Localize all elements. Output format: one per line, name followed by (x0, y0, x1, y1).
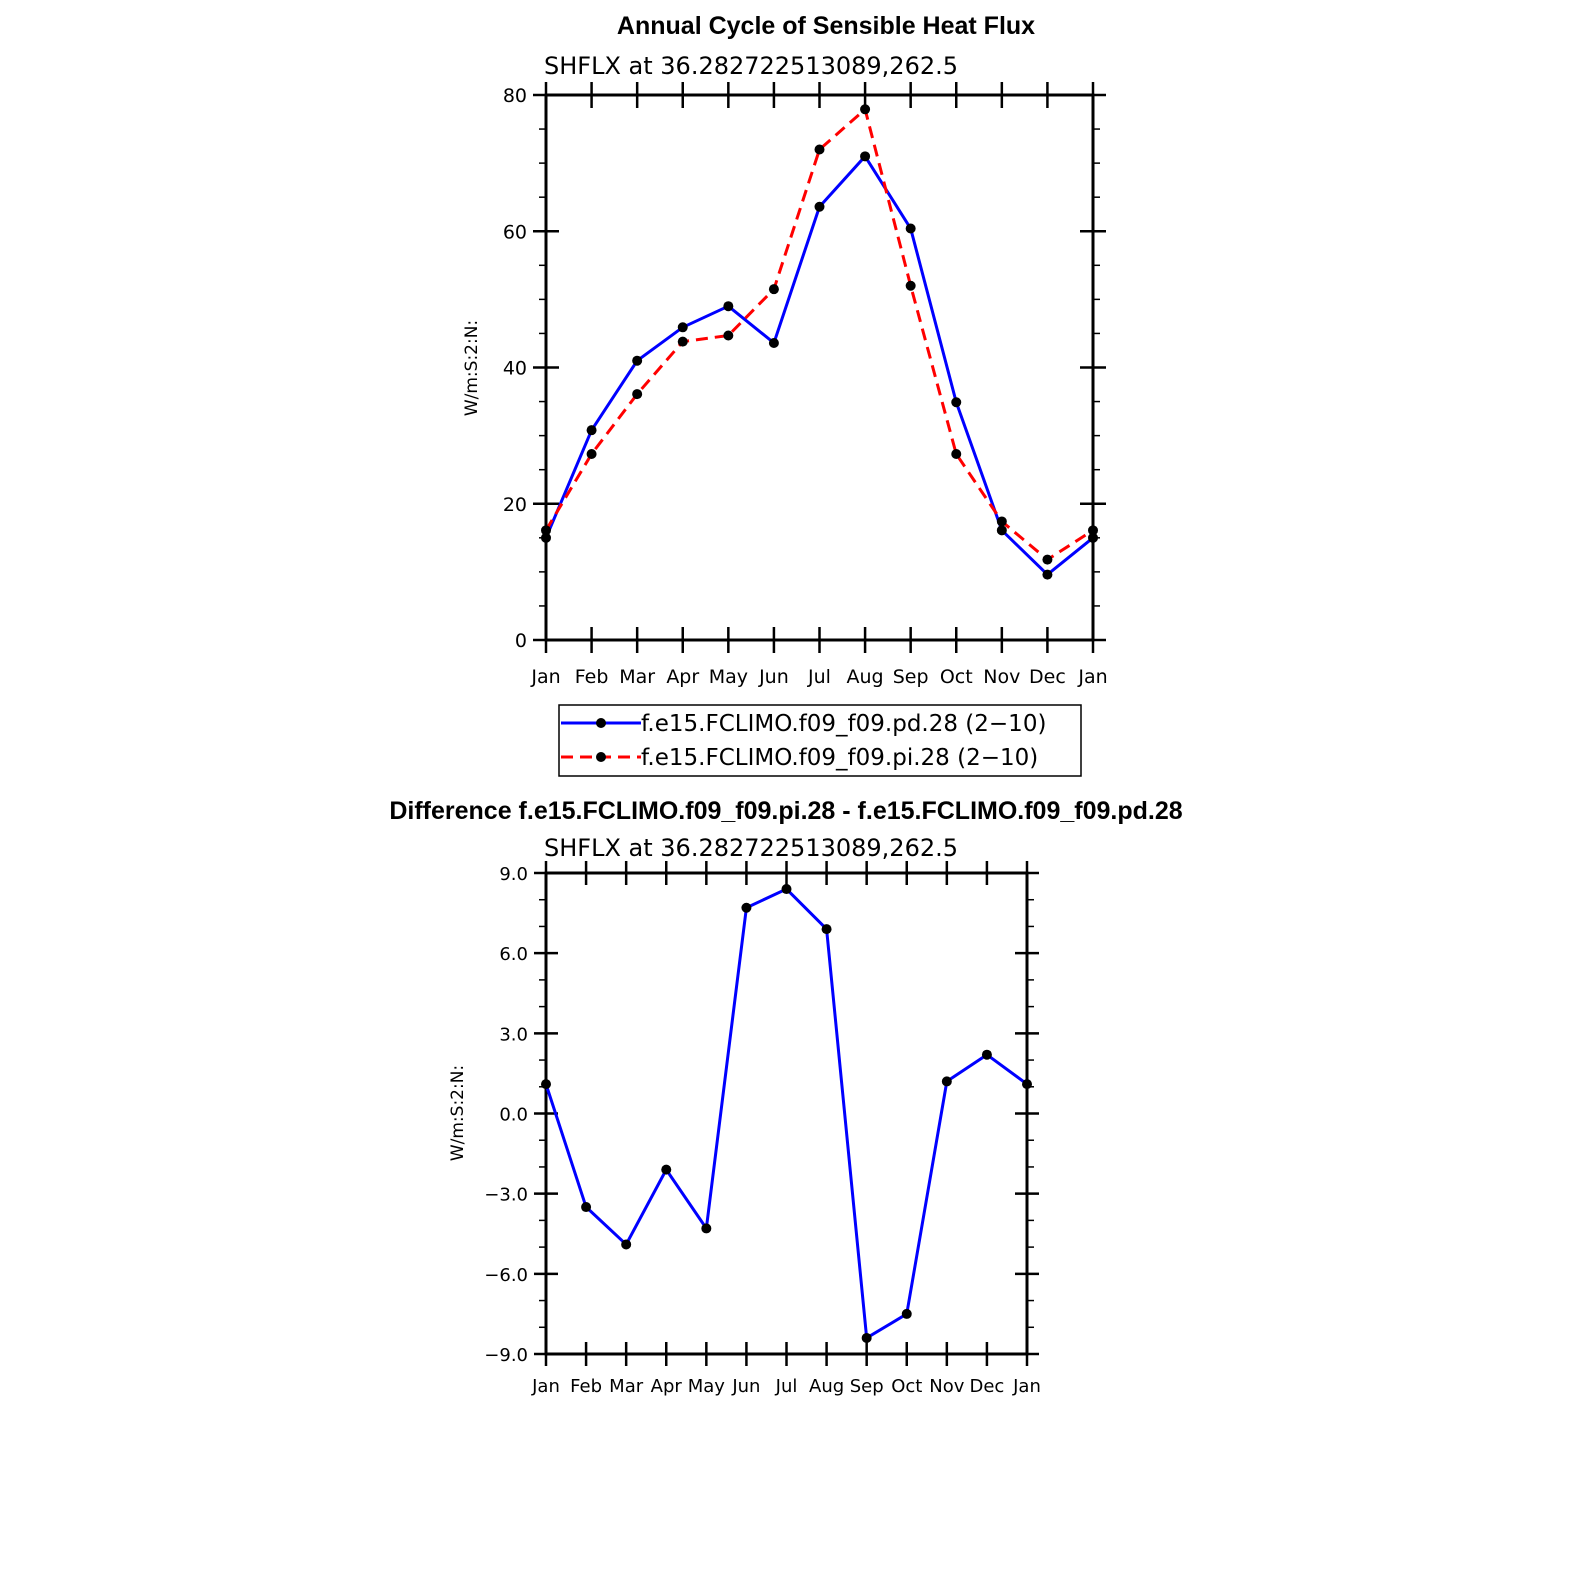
data-point-s1-8 (905, 280, 916, 291)
data-point-s1-3 (677, 336, 688, 347)
data-point-s0-11 (981, 1049, 992, 1060)
y-tick-label: −9.0 (484, 1345, 528, 1366)
data-point-s0-5 (741, 902, 752, 913)
x-tick-label: Mar (619, 666, 655, 688)
x-tick-label: Jan (1012, 1376, 1041, 1397)
y-tick-label: 9.0 (499, 864, 528, 885)
data-point-s0-7 (860, 151, 871, 162)
data-point-s0-12 (1088, 532, 1098, 543)
data-point-s0-3 (677, 322, 688, 333)
data-point-s0-7 (821, 924, 832, 935)
top-chart-ylabel: W/m:S:2:N: (462, 320, 482, 416)
legend-label-pi: f.e15.FCLIMO.f09_f09.pi.28 (2−10) (641, 745, 1038, 771)
x-tick-label: Jan (531, 1376, 560, 1397)
legend-marker-pi (596, 752, 606, 762)
data-point-s0-4 (723, 301, 734, 312)
y-tick-label: −6.0 (484, 1265, 528, 1286)
x-tick-label: Dec (969, 1376, 1004, 1397)
x-tick-label: Feb (570, 1376, 602, 1397)
bottom-chart-title: Difference f.e15.FCLIMO.f09_f09.pi.28 - … (389, 797, 1182, 825)
data-point-s1-10 (996, 516, 1007, 527)
data-point-s0-11 (1042, 569, 1053, 580)
bottom-chart-ylabel: W/m:S:2:N: (448, 1065, 468, 1161)
data-point-s1-6 (814, 144, 825, 155)
data-point-s1-7 (860, 104, 871, 115)
x-tick-label: Oct (940, 666, 973, 688)
data-point-s0-2 (621, 1239, 632, 1250)
data-point-s0-6 (781, 884, 792, 895)
x-tick-label: Feb (575, 666, 609, 688)
y-tick-label: 3.0 (499, 1024, 528, 1045)
data-point-s1-0 (541, 525, 551, 536)
x-tick-label: Nov (983, 666, 1020, 688)
plot-frame (544, 871, 1029, 1356)
bottom-chart-subtitle: SHFLX at 36.282722513089,262.5 (544, 834, 958, 862)
legend-marker-pd (596, 718, 606, 728)
top-chart-subtitle: SHFLX at 36.282722513089,262.5 (544, 52, 958, 80)
y-tick-label: 60 (503, 221, 527, 243)
legend-box (558, 704, 1082, 777)
data-point-s0-2 (632, 355, 643, 366)
y-tick-label: 0.0 (499, 1105, 528, 1126)
data-point-s0-6 (814, 201, 825, 212)
data-point-s1-9 (951, 449, 962, 460)
data-point-s0-10 (941, 1076, 952, 1087)
x-tick-label: May (688, 1376, 726, 1397)
x-tick-label: Oct (891, 1376, 922, 1397)
data-point-s0-4 (701, 1223, 712, 1234)
data-point-s0-8 (905, 223, 916, 234)
data-point-s1-5 (768, 284, 779, 295)
plot-frame (544, 93, 1095, 642)
data-point-s0-1 (586, 425, 597, 436)
data-point-s1-11 (1042, 554, 1053, 565)
x-tick-label: Jul (807, 666, 831, 688)
data-point-s0-9 (951, 397, 962, 408)
x-tick-label: Apr (651, 1376, 683, 1397)
legend: f.e15.FCLIMO.f09_f09.pd.28 (2−10) f.e15.… (558, 704, 1082, 777)
x-tick-label: Jan (1077, 666, 1107, 688)
series-line-1 (544, 107, 1094, 562)
x-tick-label: Apr (666, 666, 699, 688)
x-tick-label: Sep (850, 1376, 884, 1397)
x-tick-label: May (709, 666, 748, 688)
x-tick-label: Sep (893, 666, 929, 688)
x-tick-label: Nov (929, 1376, 964, 1397)
data-point-s1-12 (1088, 525, 1098, 536)
data-point-s1-1 (586, 449, 597, 460)
series-line-0 (544, 887, 1028, 1340)
data-point-s1-4 (723, 330, 734, 341)
y-tick-label: 6.0 (499, 944, 528, 965)
data-point-s1-2 (632, 389, 643, 400)
data-point-s0-0 (541, 532, 551, 543)
x-tick-label: Jan (530, 666, 560, 688)
y-tick-label: 0 (515, 630, 527, 652)
y-tick-label: 80 (503, 85, 527, 107)
legend-label-pd: f.e15.FCLIMO.f09_f09.pd.28 (2−10) (641, 711, 1046, 737)
top-chart-plot: 0 20 40 60 80 Jan Feb Mar Apr May Jun Jul Aug Sep Oct N… (503, 82, 1108, 688)
x-tick-label: Jun (758, 666, 789, 688)
x-tick-label: Aug (809, 1376, 844, 1397)
y-tick-label: 20 (503, 494, 527, 516)
y-tick-label: −3.0 (484, 1185, 528, 1206)
data-point-s0-10 (996, 525, 1007, 536)
data-point-s0-8 (861, 1332, 872, 1343)
x-tick-label: Aug (847, 666, 884, 688)
data-point-s0-0 (541, 1079, 551, 1090)
series-line-0 (544, 154, 1094, 577)
data-point-s0-1 (581, 1202, 592, 1213)
x-tick-label: Mar (609, 1376, 644, 1397)
y-tick-label: 40 (503, 358, 527, 380)
x-tick-label: Jul (775, 1376, 798, 1397)
x-tick-label: Dec (1029, 666, 1066, 688)
data-point-s0-9 (901, 1308, 912, 1319)
x-tick-label: Jun (731, 1376, 760, 1397)
data-point-s0-5 (768, 337, 779, 348)
top-chart-title: Annual Cycle of Sensible Heat Flux (617, 12, 1035, 40)
data-point-s0-3 (661, 1164, 672, 1175)
data-point-s0-12 (1022, 1079, 1032, 1090)
